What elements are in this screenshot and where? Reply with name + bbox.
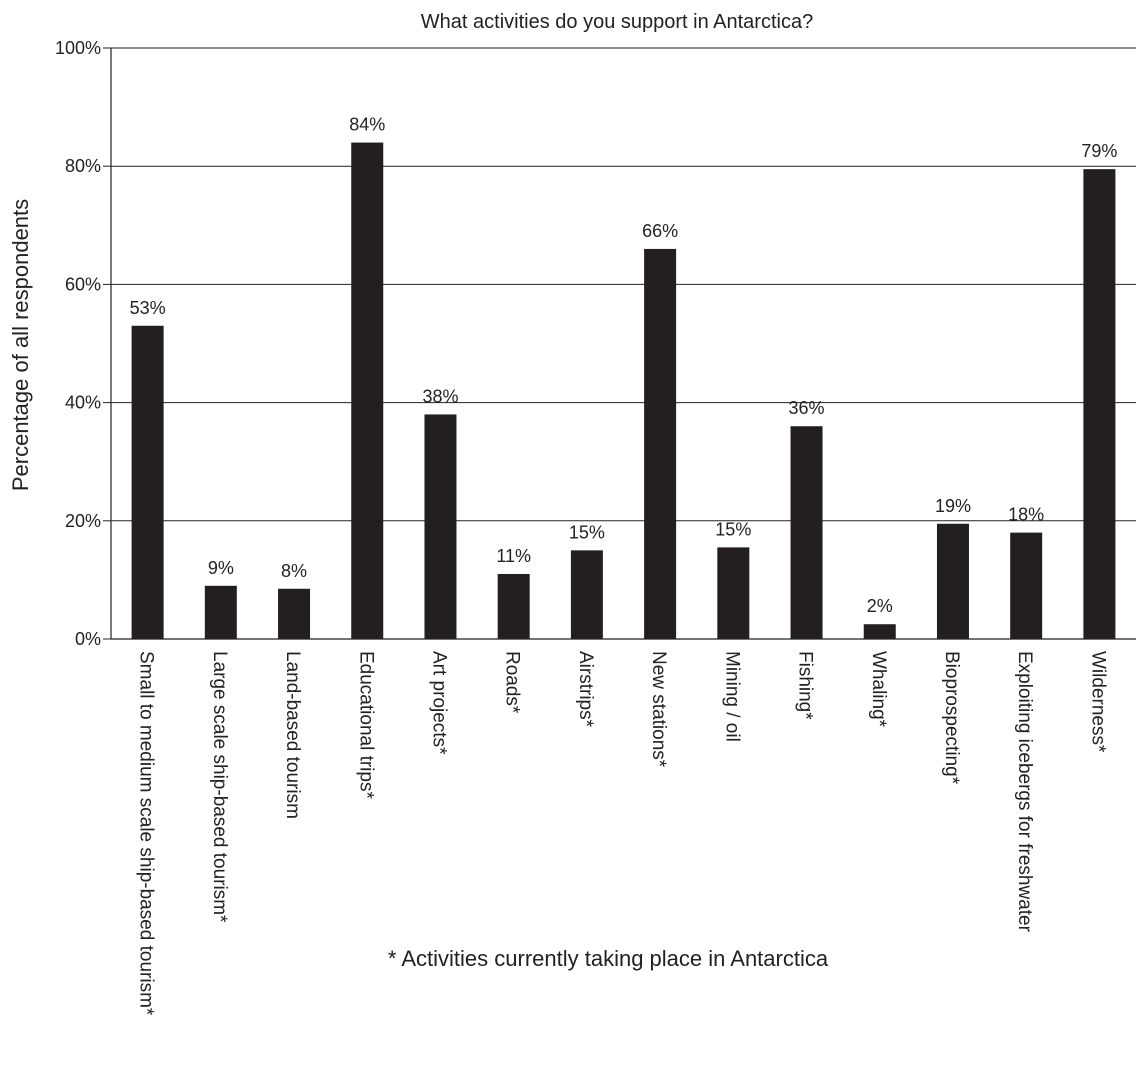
data-label: 2%: [867, 596, 893, 616]
data-label: 79%: [1081, 141, 1117, 161]
bar: [1083, 169, 1116, 639]
bar: [204, 585, 237, 639]
category-label: Educational trips*: [355, 651, 376, 799]
bar: [424, 414, 457, 639]
data-label: 11%: [496, 546, 531, 566]
y-tick-label: 100%: [55, 38, 101, 58]
category-label: Whaling*: [868, 651, 889, 728]
data-label: 15%: [569, 522, 605, 542]
bar: [936, 523, 969, 639]
category-label: Mining / oil: [721, 651, 742, 742]
bar: [570, 550, 603, 639]
chart-title: What activities do you support in Antarc…: [421, 11, 813, 33]
axes: [110, 48, 1136, 640]
data-label: 66%: [642, 221, 678, 241]
data-label: 15%: [715, 519, 751, 539]
bar: [1010, 532, 1043, 639]
data-label: 53%: [130, 298, 166, 318]
bars: [131, 142, 1116, 639]
y-tick-label: 40%: [65, 393, 101, 413]
bar: [351, 142, 384, 639]
data-label: 84%: [349, 115, 385, 135]
bar: [497, 573, 530, 639]
data-label: 8%: [281, 561, 307, 581]
y-ticks: 0% 20% 40% 60% 80% 100%: [55, 38, 111, 649]
category-label: Small to medium scale ship-based tourism…: [136, 651, 157, 1016]
category-label: Exploiting icebergs for freshwater: [1014, 651, 1035, 933]
data-label: 9%: [208, 558, 234, 578]
data-labels: 53% 9% 8% 84% 38% 11% 15% 66% 15% 36% 2% 19% 18% 79%: [130, 115, 1118, 617]
data-label: 38%: [422, 386, 458, 406]
bar: [863, 624, 896, 639]
category-label: Wilderness*: [1087, 651, 1108, 753]
y-tick-label: 20%: [65, 511, 101, 531]
category-label: Art projects*: [428, 651, 449, 755]
category-label: Land-based tourism: [282, 651, 303, 819]
category-label: Large scale ship-based tourism*: [209, 651, 230, 923]
footnote-annotation: * Activities currently taking place in A…: [388, 946, 829, 971]
gridlines: [111, 47, 1136, 522]
bar: [644, 248, 677, 639]
y-tick-label: 60%: [65, 274, 101, 294]
bar: [790, 426, 823, 639]
bar: [278, 588, 311, 639]
category-label: Roads*: [502, 651, 523, 714]
category-label: Airstrips*: [575, 651, 596, 728]
y-axis-label: Percentage of all respondents: [8, 199, 33, 491]
bar: [131, 325, 164, 639]
category-labels: Small to medium scale ship-based tourism…: [136, 651, 1109, 1016]
category-label: New stations*: [648, 651, 669, 768]
data-label: 19%: [935, 496, 971, 516]
data-label: 36%: [789, 398, 825, 418]
y-tick-label: 0%: [75, 629, 101, 649]
y-tick-label: 80%: [65, 156, 101, 176]
bar: [717, 547, 750, 639]
data-label: 18%: [1008, 505, 1044, 525]
category-label: Fishing*: [795, 651, 816, 720]
category-label: Bioprospecting*: [941, 651, 962, 785]
